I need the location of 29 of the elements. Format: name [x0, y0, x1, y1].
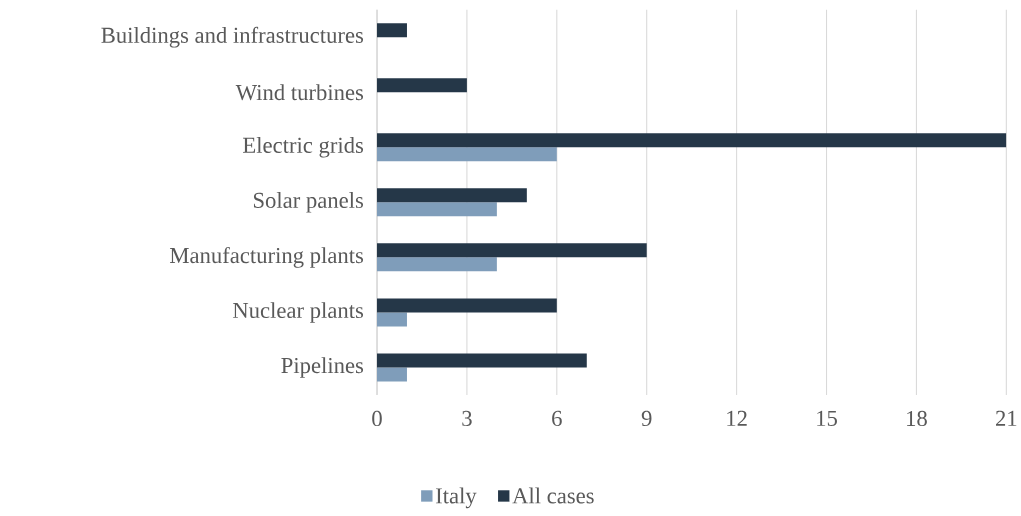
y-tick-label: Solar panels [253, 192, 364, 213]
bar [377, 188, 527, 203]
legend-label: Italy [435, 487, 477, 509]
bar [377, 257, 497, 272]
x-tick-label: 0 [372, 410, 382, 427]
x-tick-label: 12 [727, 410, 747, 426]
legend-label: All cases [512, 487, 594, 504]
bar [377, 202, 497, 217]
bar [377, 147, 557, 162]
bar [377, 243, 647, 258]
y-tick-label: Pipelines [281, 357, 364, 378]
x-tick-label: 3 [462, 410, 472, 427]
bar [377, 23, 407, 38]
y-tick-label: Manufacturing plants [169, 246, 364, 268]
bar [377, 133, 1007, 148]
x-tick-label: 15 [817, 410, 837, 427]
x-tick-label: 21 [996, 410, 1017, 426]
y-tick-label: Nuclear plants [232, 302, 364, 323]
x-tick-label: 9 [641, 410, 652, 427]
bar [377, 312, 407, 327]
y-tick-label: Wind turbines [235, 84, 364, 101]
y-tick-label: Electric grids [243, 136, 364, 158]
bar [377, 367, 407, 382]
bar [377, 353, 587, 368]
bar [377, 78, 467, 93]
x-tick-label: 6 [552, 410, 562, 427]
bar [377, 298, 557, 313]
y-tick-label: Buildings and infrastructures [101, 26, 364, 48]
x-tick-label: 18 [907, 410, 927, 427]
